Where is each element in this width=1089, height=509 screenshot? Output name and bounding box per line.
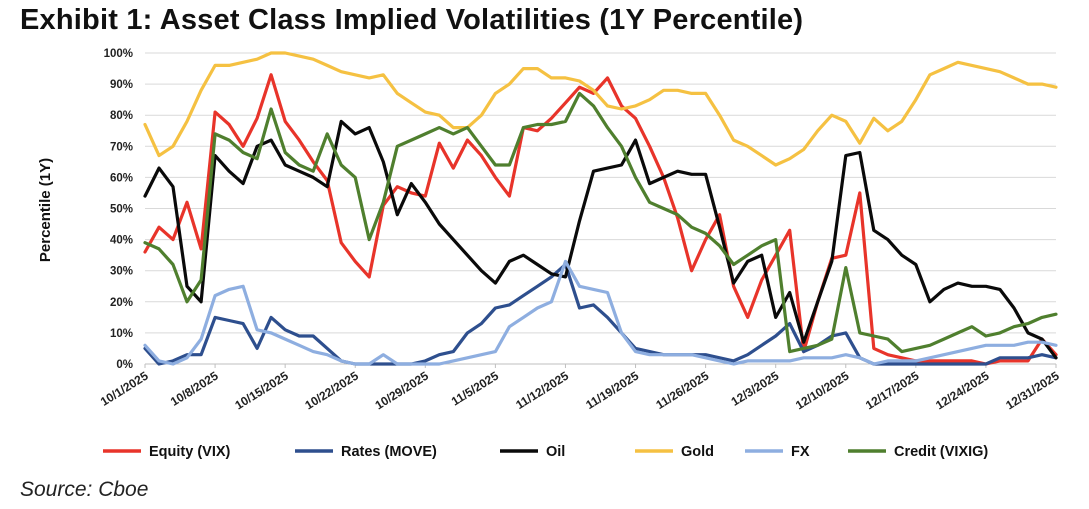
x-tick-label: 11/5/2025 [449,369,501,409]
legend-label-rates-move: Rates (MOVE) [341,444,437,460]
series-line-oil [143,119,1058,360]
x-tick-label: 12/3/2025 [729,369,782,409]
legend-label-oil: Oil [546,444,565,460]
line-chart: 0% 10% 20% 30% 40% 50% 60% 70% 80% 90% 100% 10/1/2… [37,48,1062,460]
y-tick-label: 20% [110,297,133,309]
x-tick-label: 11/12/2025 [513,369,571,413]
x-tick-label: 12/10/2025 [793,369,852,413]
x-tick-label: 12/24/2025 [933,369,992,413]
x-tick-label: 10/15/2025 [232,369,291,413]
y-axis-label: Percentile (1Y) [37,158,54,262]
y-tick-label: 0% [116,359,133,371]
x-tick-label: 10/8/2025 [168,369,221,409]
legend-label-credit-vixig: Credit (VIXIG) [894,444,988,460]
series-lines [143,51,1058,366]
source-note: Source: Cboe [20,478,149,501]
x-tick-label: 11/26/2025 [653,369,711,413]
y-tick-label: 70% [110,141,133,153]
y-tick-label: 80% [110,110,133,122]
legend-label-gold: Gold [681,444,714,460]
x-tick-label: 12/17/2025 [863,369,922,413]
y-tick-label: 50% [110,204,133,216]
series-line-gold [143,51,1058,167]
x-tick-label: 10/1/2025 [98,369,151,409]
chart-title: Exhibit 1: Asset Class Implied Volatilit… [20,4,804,36]
y-axis-ticks: 0% 10% 20% 30% 40% 50% 60% 70% 80% 90% 100% [104,48,133,371]
y-tick-label: 100% [104,48,133,60]
x-axis-ticks: 10/1/2025 10/8/2025 10/15/2025 10/22/2025 10… [98,364,1062,412]
legend: Equity (VIX) Rates (MOVE) Oil Gold FX Credit … [103,444,988,460]
legend-label-equity-vix: Equity (VIX) [149,444,231,460]
x-tick-label: 12/31/2025 [1003,369,1062,413]
x-tick-label: 10/22/2025 [302,369,361,413]
x-tick-label: 11/19/2025 [583,369,641,413]
y-tick-label: 30% [110,266,133,278]
y-tick-label: 10% [110,328,133,340]
chart-area: 0% 10% 20% 30% 40% 50% 60% 70% 80% 90% 100% 10/1/2… [37,48,1062,460]
y-tick-label: 90% [110,79,133,91]
series-line-fx [143,259,1058,366]
series-line-rates-move [143,262,1058,366]
y-tick-label: 40% [110,235,133,247]
series-line-equity-vix [143,73,1058,366]
y-tick-label: 60% [110,172,133,184]
legend-label-fx: FX [791,444,810,460]
x-tick-label: 10/29/2025 [373,369,432,413]
series-line-credit-vixig [143,91,1058,354]
